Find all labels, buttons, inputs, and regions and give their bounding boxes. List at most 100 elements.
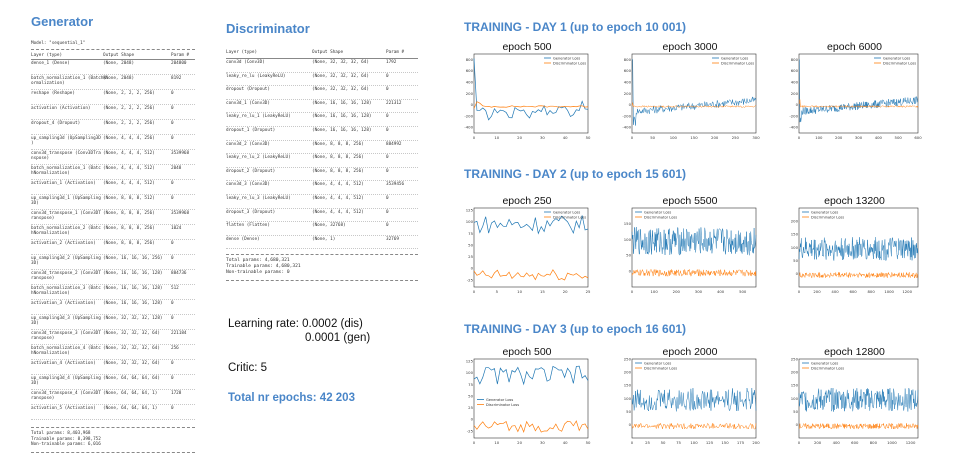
x-tick-label: 20 [517, 135, 522, 140]
x-tick-label: 400 [831, 289, 839, 294]
y-tick-label: -25 [467, 277, 474, 282]
y-tick-label: 50 [793, 258, 798, 263]
table-cell: (None, 4, 4, 4, 512) [103, 181, 155, 186]
table-row: up_sampling3d_2 (UpSampling 3D) (None, 16… [31, 254, 195, 270]
y-tick-label: -200 [789, 113, 798, 118]
y-tick-label: 150 [624, 383, 632, 388]
table-cell: (None, 32, 32, 32, 64) [103, 331, 160, 336]
generator-summary-table: Layer (type) Output Shape Param # dense_1 (… [31, 51, 195, 421]
table-cell: (None, 4, 4, 4, 256) [103, 136, 155, 141]
x-tick-label: 20 [517, 440, 522, 445]
generator-model-line: Model: "sequential_1" [31, 41, 86, 46]
chart-plot: 0 50 100 150 200 250 300 -400 -200 0 200 400 600 800 G… [622, 53, 760, 140]
y-tick-label: 0 [629, 102, 632, 107]
table-cell: 3539968 [171, 211, 190, 216]
y-tick-label: -400 [464, 125, 473, 130]
learning-rate-line1: Learning rate: 0.0002 (dis) [228, 318, 363, 330]
chart-title: epoch 13200 [824, 195, 885, 207]
table-row: conv3d_transpose_3 (Conv3DT ranspose) (No… [31, 329, 195, 345]
table-row: conv3d_transpose_4 (Conv3DT ranspose) (No… [31, 389, 195, 405]
discriminator-summary-table: Layer (type) Output Shape Param # conv3d (C… [226, 48, 418, 253]
day-2-title: TRAINING - DAY 2 (up to epoch 15 601) [464, 167, 687, 181]
table-cell: (None, 16, 16, 16, 128) [312, 128, 372, 133]
discriminator-loss-line [473, 420, 589, 433]
y-tick-label: 0 [629, 269, 632, 274]
y-tick-label: 75 [468, 231, 473, 236]
generator-loss-line [473, 365, 589, 386]
generator-end-rule [31, 452, 195, 453]
x-tick-label: 200 [814, 440, 822, 445]
table-row: dropout_1 (Dropout) (None, 16, 16, 16, 12… [226, 126, 418, 141]
x-tick-label: 125 [706, 440, 714, 445]
legend-label: Discriminator Loss [811, 366, 844, 370]
y-tick-label: 200 [791, 218, 799, 223]
generator-trainable-params: Trainable params: 8,398,752 [31, 436, 101, 442]
table-row: activation_2 (Activation) (None, 8, 8, 8,… [31, 239, 195, 255]
loss-chart: epoch 250 0 5 10 15 20 25 -25 0 25 50 75 100 125 Gener… [462, 195, 592, 299]
y-tick-label: -200 [464, 113, 473, 118]
loss-chart: epoch 6000 0 100 200 300 400 500 600 -400 -200 0 20… [787, 41, 922, 145]
table-row: activation (Activation) (None, 2, 2, 2, 2… [31, 104, 195, 120]
y-tick-label: 250 [624, 356, 632, 361]
table-cell: 256 [171, 346, 179, 351]
table-cell: 1024 [171, 226, 182, 231]
table-cell: (None, 16, 16, 16, 128) [103, 286, 163, 291]
x-tick-label: 15 [540, 289, 545, 294]
table-row: activation_1 (Activation) (None, 4, 4, 4,… [31, 179, 195, 195]
table-cell: (None, 32, 32, 32, 64) [312, 60, 369, 65]
x-tick-label: 20 [563, 289, 568, 294]
y-tick-label: 100 [624, 396, 632, 401]
generator-loss-line [632, 59, 757, 126]
x-tick-label: 200 [813, 289, 821, 294]
table-cell: reshape (Reshape) [31, 91, 75, 96]
table-cell: (None, 64, 64, 64, 1) [103, 391, 158, 396]
x-tick-label: 150 [690, 135, 698, 140]
table-header-cell: Param # [386, 50, 405, 55]
y-tick-label: 50 [626, 409, 631, 414]
x-tick-label: 0 [798, 440, 801, 445]
y-tick-label: 50 [793, 409, 798, 414]
y-tick-label: 100 [466, 219, 474, 224]
table-cell: (None, 64, 64, 64, 64) [103, 376, 160, 381]
day-3-title: TRAINING - DAY 3 (up to epoch 16 601) [464, 322, 687, 336]
y-tick-label: -400 [789, 125, 798, 130]
x-tick-label: 150 [721, 440, 729, 445]
y-tick-label: 50 [468, 242, 473, 247]
y-tick-label: 125 [466, 359, 474, 364]
x-tick-label: 50 [586, 440, 591, 445]
x-tick-label: 400 [875, 135, 883, 140]
table-cell: dropout_4 (Dropout) [31, 121, 81, 126]
legend-label: Generator Loss [644, 361, 671, 365]
y-tick-label: 200 [791, 369, 799, 374]
table-cell: (None, 64, 64, 64, 1) [103, 406, 158, 411]
y-tick-label: 50 [626, 253, 631, 258]
table-cell: (None, 8, 8, 8, 512) [103, 196, 155, 201]
x-tick-label: 40 [563, 135, 568, 140]
table-row: activation_5 (Activation) (None, 64, 64, … [31, 404, 195, 420]
x-tick-label: 30 [540, 440, 545, 445]
table-cell: (None, 16, 16, 16, 256) [103, 256, 163, 261]
generator-nontrainable-params: Non-trainable params: 6,016 [31, 442, 101, 447]
table-cell: 221184 [171, 331, 187, 336]
discriminator-loss-line [798, 422, 919, 430]
table-cell: conv3d_3 (Conv3D) [226, 182, 270, 188]
table-cell: 0 [171, 361, 174, 366]
table-row: dropout_4 (Dropout) (None, 2, 2, 2, 256) 0 [31, 119, 195, 135]
generator-loss-line [798, 236, 919, 262]
table-row: batch_normalization_4 (Batc hNormalizati… [31, 344, 195, 360]
table-cell: 0 [386, 196, 389, 201]
y-tick-label: 125 [466, 208, 474, 213]
plot-frame [631, 53, 757, 134]
table-cell: (None, 2, 2, 2, 256) [103, 106, 155, 111]
chart-title: epoch 3000 [662, 41, 718, 53]
discriminator-nontrainable-params: Non-trainable params: 0 [226, 270, 290, 275]
y-tick-label: 400 [791, 80, 799, 85]
table-cell: 204800 [171, 61, 187, 66]
table-cell: 884736 [171, 271, 187, 276]
y-tick-label: 600 [624, 68, 632, 73]
table-row: conv3d_transpose_2 (Conv3DT ranspose) (No… [31, 269, 195, 285]
discriminator-totals: Total params: 4,680,321 Trainable params… [226, 258, 301, 276]
discriminator-title: Discriminator [226, 21, 310, 36]
chart-title: epoch 2000 [662, 346, 718, 358]
chart-plot: 0 10 20 30 40 50 -25 0 25 50 75 100 125 Generator Los… [466, 359, 591, 445]
